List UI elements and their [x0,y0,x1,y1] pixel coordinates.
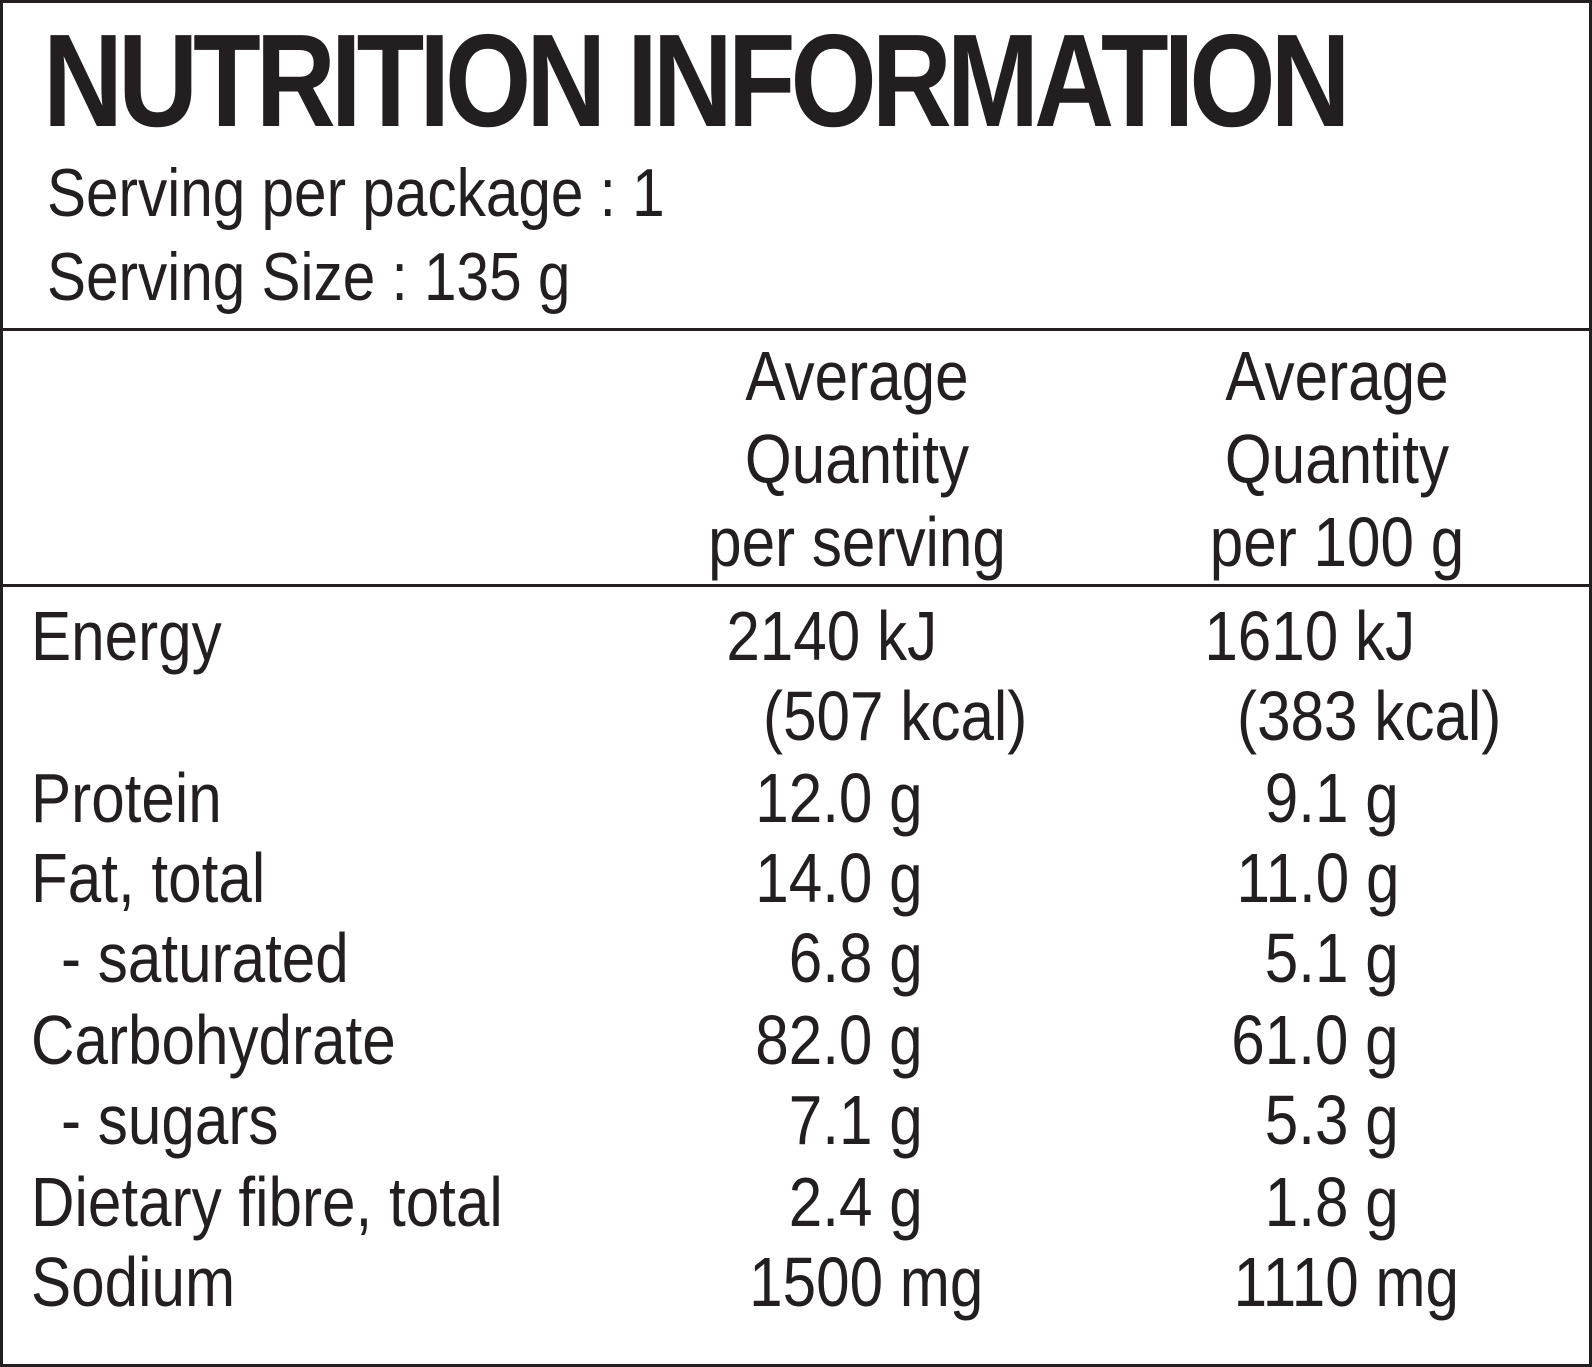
per-serving-value: 12.0 g [755,759,923,837]
per-100g-value: 5.1 g [1265,919,1399,997]
table-row-fat-total: Fat, total 14.0 g 11.0 g [3,837,1592,919]
nutrient-label: Energy [31,597,222,675]
nutrient-label: - sugars [61,1081,279,1159]
per-100g-value: 1110 mg [1233,1243,1459,1321]
per-serving-value: 14.0 g [755,839,923,917]
table-row-sodium: Sodium 1500 mg 1110 mg [3,1241,1592,1323]
per-100g-value: (383 kcal) [1236,677,1501,755]
table-divider [3,584,1589,587]
per-100g-value: 1.8 g [1265,1163,1399,1241]
column-header-line: Quantity [1224,420,1450,498]
table-row-energy-kcal: (507 kcal) (383 kcal) [3,675,1592,757]
per-100g-value: 11.0 g [1236,839,1399,917]
per-100g-value: 9.1 g [1265,759,1399,837]
per-100g-value: 61.0 g [1231,1001,1399,1079]
column-header-line: per serving [708,503,1006,581]
per-serving-value: 2.4 g [789,1163,923,1241]
per-serving-value: (507 kcal) [762,677,1027,755]
table-row-protein: Protein 12.0 g 9.1 g [3,757,1592,839]
nutrient-label: Fat, total [31,839,266,917]
nutrient-label: - saturated [61,919,349,997]
per-serving-value: 1500 mg [748,1243,983,1321]
per-serving-value: 82.0 g [755,1001,923,1079]
header-divider [3,328,1589,331]
nutrient-label: Sodium [31,1243,236,1321]
column-header-line: Average [745,337,969,415]
per-100g-value: 1610 kJ [1204,597,1415,675]
table-row-carbohydrate: Carbohydrate 82.0 g 61.0 g [3,999,1592,1081]
table-row-saturated: - saturated 6.8 g 5.1 g [3,917,1592,999]
per-100g-value: 5.3 g [1265,1081,1399,1159]
table-row-dietary-fibre: Dietary fibre, total 2.4 g 1.8 g [3,1161,1592,1243]
table-row-energy: Energy 2140 kJ 1610 kJ [3,595,1592,677]
table-row-sugars: - sugars 7.1 g 5.3 g [3,1079,1592,1161]
column-header-per-serving: Average Quantity per serving [668,335,1046,584]
column-header-line: Average [1225,337,1449,415]
column-header-per-100g: Average Quantity per 100 g [1148,335,1526,584]
per-serving-value: 6.8 g [789,919,923,997]
nutrient-label: Dietary fibre, total [31,1163,503,1241]
per-serving-value: 7.1 g [789,1081,923,1159]
per-serving-value: 2140 kJ [726,597,937,675]
column-header-line: Quantity [744,420,970,498]
serving-size: Serving Size : 135 g [47,239,571,315]
nutrient-label: Carbohydrate [31,1001,396,1079]
column-header-line: per 100 g [1209,503,1465,581]
serving-per-package: Serving per package : 1 [47,155,665,231]
panel-title: NUTRITION INFORMATION [43,7,1351,154]
nutrient-label: Protein [31,759,222,837]
